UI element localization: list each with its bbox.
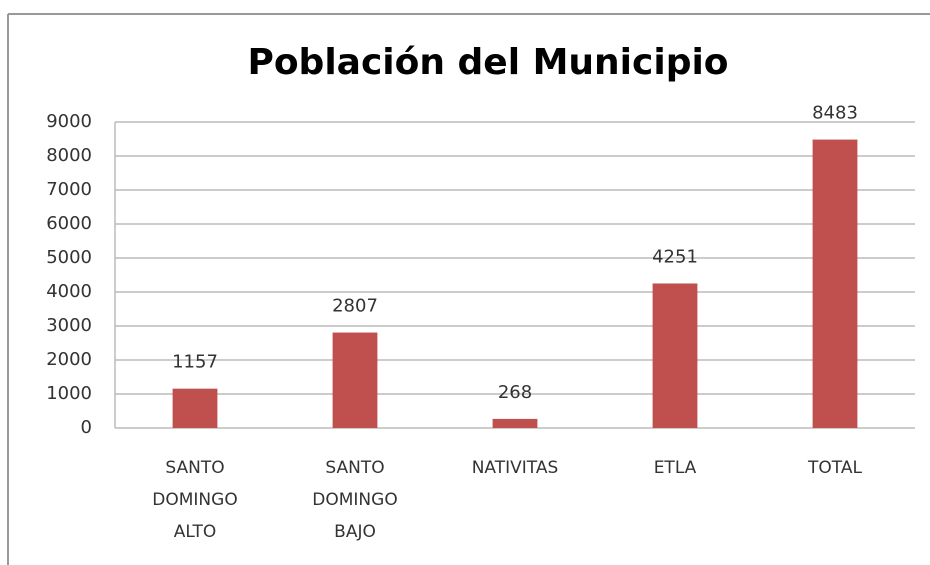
bar bbox=[812, 139, 858, 428]
y-tick-label: 4000 bbox=[46, 281, 92, 302]
data-label: 1157 bbox=[172, 352, 218, 373]
y-tick-label: 8000 bbox=[46, 145, 92, 166]
x-tick-label: SANTO DOMINGO ALTO bbox=[152, 458, 238, 542]
y-tick-label: 1000 bbox=[46, 383, 92, 404]
bar bbox=[652, 283, 698, 428]
data-label: 4251 bbox=[652, 246, 698, 267]
data-label: 268 bbox=[498, 382, 532, 403]
y-tick-label: 9000 bbox=[46, 111, 92, 132]
y-tick-label: 2000 bbox=[46, 349, 92, 370]
bar bbox=[332, 332, 378, 428]
bar bbox=[172, 388, 218, 428]
x-tick-label: TOTAL bbox=[808, 458, 862, 478]
y-tick-label: 7000 bbox=[46, 179, 92, 200]
y-tick-label: 3000 bbox=[46, 315, 92, 336]
data-label: 2807 bbox=[332, 296, 378, 317]
chart-title: Población del Municipio bbox=[247, 42, 728, 83]
y-tick-label: 6000 bbox=[46, 213, 92, 234]
bar bbox=[492, 418, 538, 428]
x-tick-label: NATIVITAS bbox=[471, 458, 559, 478]
x-tick-label: ETLA bbox=[653, 458, 697, 478]
y-tick-label: 0 bbox=[81, 417, 92, 438]
x-tick-label: SANTO DOMINGO BAJO bbox=[312, 458, 398, 542]
data-label: 8483 bbox=[812, 103, 858, 124]
y-tick-label: 5000 bbox=[46, 247, 92, 268]
